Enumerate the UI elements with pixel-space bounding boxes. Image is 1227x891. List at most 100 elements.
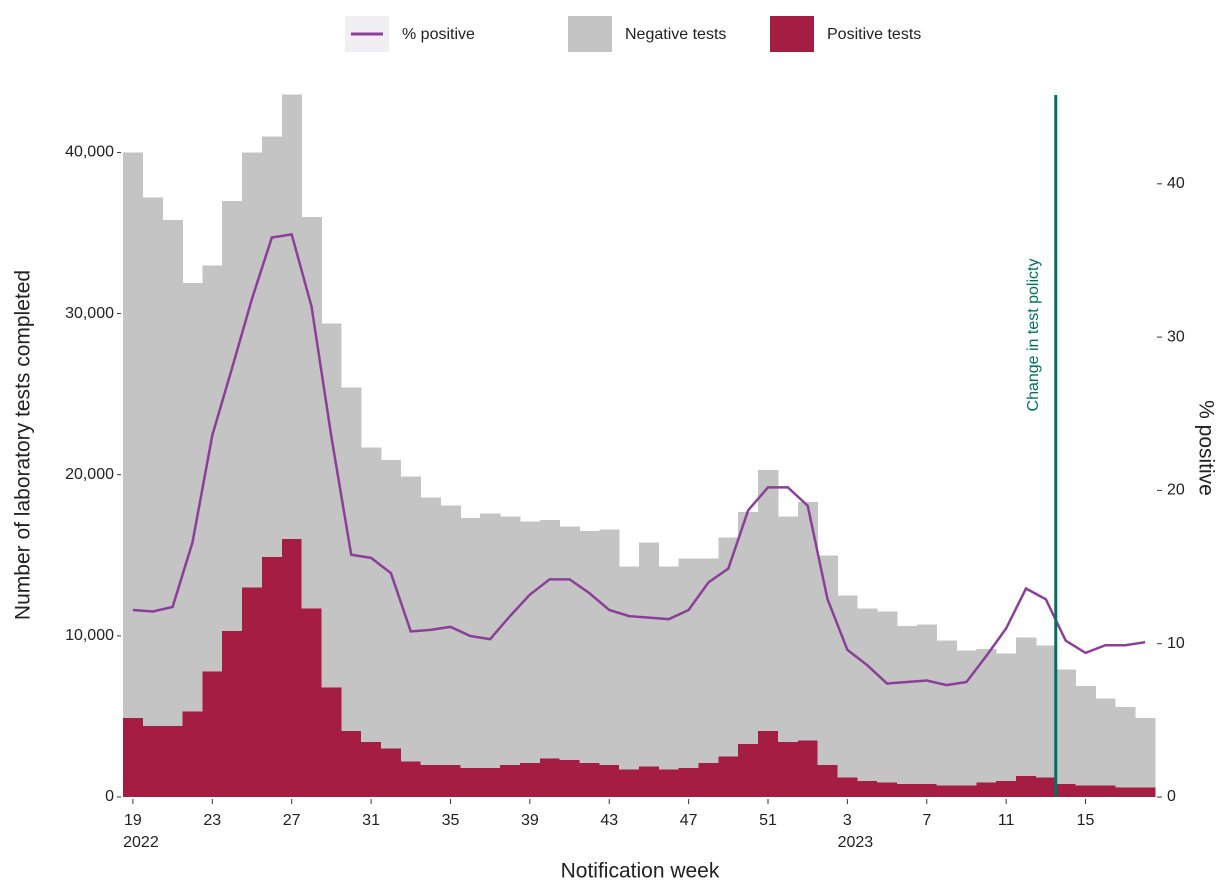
- bar: [837, 595, 858, 778]
- y2-tick-label: 20: [1167, 482, 1185, 499]
- legend-label: Negative tests: [625, 26, 726, 43]
- y-tick-label: 20,000: [65, 466, 114, 483]
- bar: [738, 743, 759, 797]
- x-tick-label: 47: [680, 812, 698, 829]
- bar: [976, 648, 997, 783]
- bar: [1135, 718, 1156, 788]
- bar: [460, 518, 481, 768]
- bar: [202, 265, 223, 672]
- bar: [758, 469, 779, 731]
- bar: [579, 763, 600, 797]
- y-tick-label: 40,000: [65, 144, 114, 161]
- bar: [559, 759, 580, 797]
- bar: [658, 769, 680, 797]
- bar: [1095, 785, 1116, 797]
- bar: [698, 763, 719, 797]
- bar: [1115, 706, 1136, 788]
- y-axis-title: Number of laboratory tests completed: [12, 270, 35, 620]
- bar: [678, 558, 699, 768]
- x-tick-sublabel: 2022: [123, 834, 159, 851]
- bar: [301, 216, 322, 609]
- bar: [182, 711, 203, 797]
- bar: [1016, 776, 1037, 797]
- bar: [1115, 787, 1136, 797]
- y2-tick-label: 40: [1167, 175, 1185, 192]
- bar: [579, 531, 600, 764]
- legend-label: % positive: [402, 26, 475, 43]
- y-tick-label: 0: [105, 788, 114, 805]
- y2-tick-label: 0: [1167, 788, 1176, 805]
- x-tick-label: 39: [521, 812, 539, 829]
- x-tick-label: 31: [362, 812, 380, 829]
- x-tick-label: 43: [600, 812, 618, 829]
- x-tick-label: 27: [283, 812, 301, 829]
- bar: [162, 220, 183, 727]
- bar: [738, 511, 759, 744]
- bar: [123, 152, 144, 719]
- bar: [400, 476, 422, 762]
- bar: [381, 748, 402, 797]
- bar: [916, 624, 938, 785]
- y-tick-label: 10,000: [65, 627, 114, 644]
- x-tick-label: 19: [124, 812, 142, 829]
- bar: [877, 611, 898, 783]
- bar: [1016, 637, 1037, 777]
- bar: [837, 777, 858, 797]
- bar: [1035, 777, 1057, 797]
- x-tick-label: 51: [759, 812, 777, 829]
- bar: [301, 608, 322, 797]
- bar: [440, 764, 461, 797]
- bar: [777, 516, 799, 743]
- bar: [897, 784, 918, 797]
- bar: [857, 780, 878, 797]
- bar: [361, 447, 382, 743]
- x-axis-title: Notification week: [561, 860, 720, 883]
- bar: [1135, 787, 1156, 797]
- bar: [162, 726, 183, 797]
- bar: [599, 764, 620, 797]
- bar: [758, 730, 779, 797]
- bar: [400, 761, 422, 797]
- bar: [777, 742, 799, 797]
- legend-key: [568, 16, 612, 52]
- bar: [797, 502, 819, 741]
- bar: [123, 718, 144, 797]
- bar: [500, 764, 521, 797]
- bar: [321, 323, 342, 688]
- percent-line: [132, 232, 1146, 687]
- bar: [797, 740, 819, 797]
- bar: [996, 780, 1017, 797]
- bar: [261, 556, 283, 797]
- bar: [281, 94, 303, 540]
- bar: [381, 460, 402, 749]
- bar: [539, 519, 561, 759]
- bar: [857, 608, 878, 781]
- bar: [996, 653, 1017, 781]
- bar: [142, 726, 164, 797]
- x-tick-label: 7: [922, 812, 931, 829]
- bar: [599, 529, 620, 765]
- policy-label: Change in test policty: [1025, 259, 1042, 412]
- bar: [936, 640, 957, 786]
- x-tick-label: 23: [203, 812, 221, 829]
- bar: [142, 197, 164, 727]
- y2-tick-label: 10: [1167, 635, 1185, 652]
- bar: [817, 555, 838, 765]
- bar: [341, 387, 362, 731]
- y2-tick-label: 30: [1167, 328, 1185, 345]
- bar: [460, 767, 481, 797]
- bar: [619, 769, 640, 797]
- bar: [242, 587, 263, 797]
- bar: [619, 566, 640, 770]
- bar: [261, 136, 283, 557]
- legend-key: [770, 16, 814, 52]
- bar: [420, 764, 441, 797]
- bar: [936, 785, 957, 797]
- x-tick-label: 15: [1077, 812, 1095, 829]
- bar: [718, 756, 739, 797]
- bar: [539, 758, 561, 797]
- bar: [718, 537, 739, 757]
- y-tick-label: 30,000: [65, 305, 114, 322]
- bar: [1075, 685, 1096, 786]
- bar: [1095, 698, 1116, 786]
